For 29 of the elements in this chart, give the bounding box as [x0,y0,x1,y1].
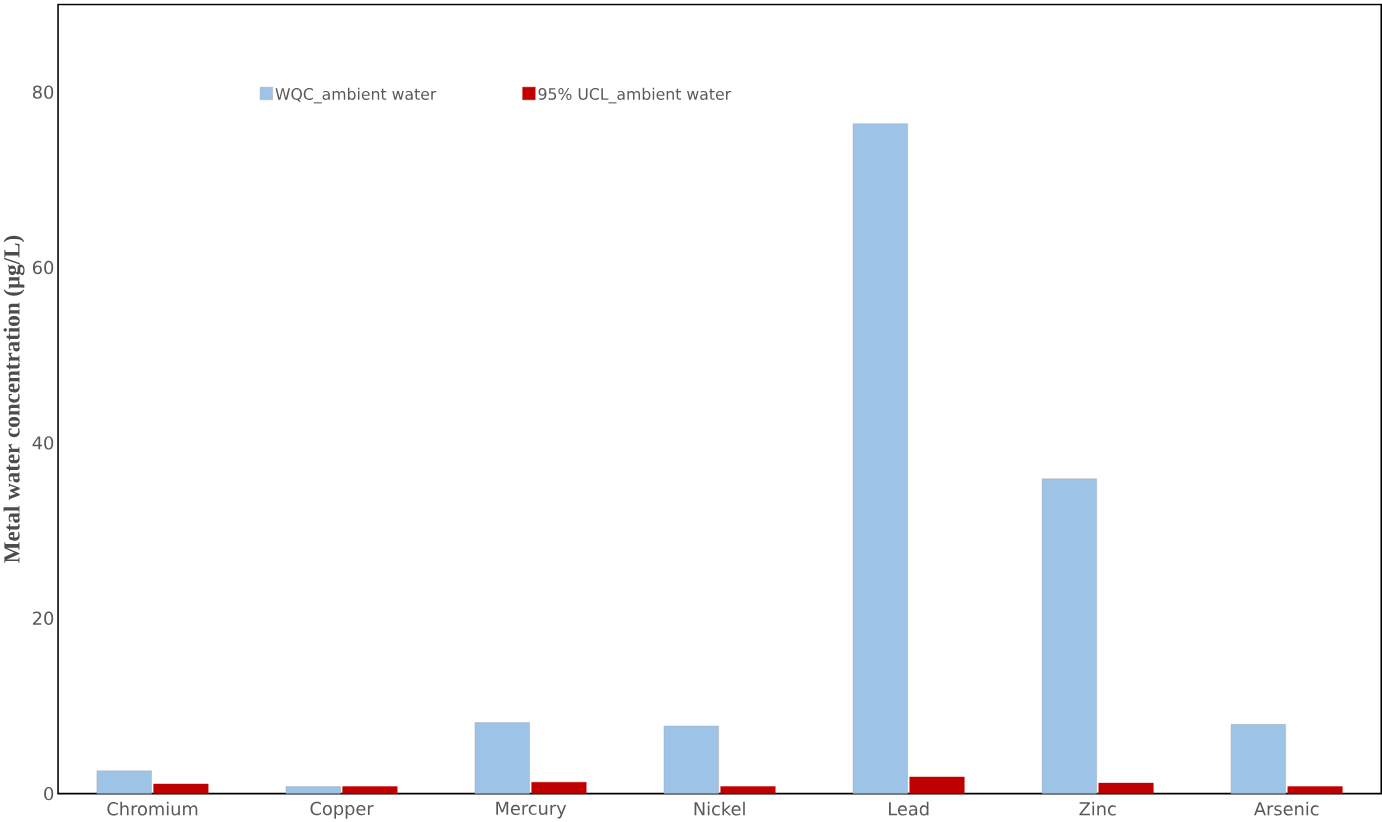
bar [153,783,209,794]
y-tick-label: 0 [44,786,54,801]
x-tick-label: Copper [310,801,374,819]
y-axis-title: Metal water concentration (µg/L) [3,235,25,563]
x-tick-label: Zinc [1079,801,1116,816]
bar [663,725,719,794]
bar [96,770,152,794]
y-tick-label: 20 [33,611,54,625]
bar [342,786,398,794]
bar [531,781,587,794]
bar [852,123,908,794]
x-tick-label: Nickel [694,801,745,816]
bar [285,786,341,794]
bar [720,786,776,794]
x-tick-label: Lead [889,801,929,816]
bar [474,722,530,794]
legend-label: WQC_ambient water [275,87,437,104]
x-tick-label: Chromium [107,801,198,816]
y-tick-label: 40 [32,436,54,450]
bar [1287,786,1343,794]
y-tick-label: 80 [32,85,54,99]
legend-label: 95% UCL_ambient water [538,87,732,104]
x-tick-label: Arsenic [1254,801,1319,816]
y-tick-label: 60 [32,260,54,275]
bar [1098,782,1154,794]
bar [909,776,965,794]
bar [1230,724,1286,794]
x-tick-label: Mercury [496,801,567,819]
bar [1041,478,1097,794]
